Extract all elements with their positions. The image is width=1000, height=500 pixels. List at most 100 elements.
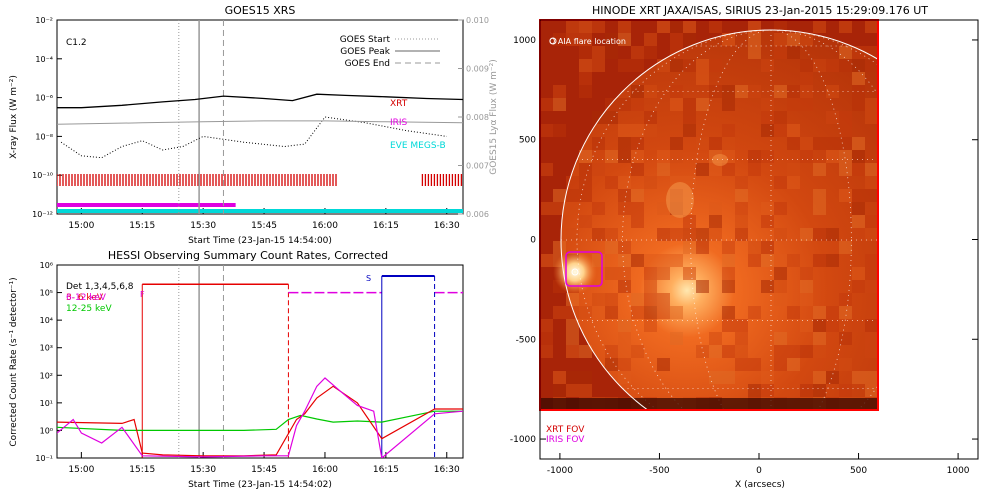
xrt-pixel-block [553, 124, 566, 137]
xrt-pixel-block [683, 98, 696, 111]
xrt-pixel-block [774, 111, 787, 124]
xrt-pixel-block [657, 267, 670, 280]
iris-fov-box [565, 251, 603, 287]
hessi-plot-frame [56, 264, 464, 459]
xrt-y-tick-label: -1000 [510, 435, 536, 445]
hessi-y-tick-label: 10⁵ [40, 289, 53, 298]
xrt-pixel-block [761, 124, 774, 137]
xrt-pixel-block [839, 306, 852, 319]
xrt-pixel-block [787, 254, 800, 267]
xrt-pixel-block [748, 85, 761, 98]
xrt-pixel-block [631, 254, 644, 267]
xrt-pixel-block [787, 345, 800, 358]
goes-y-tick-label: 10⁻⁶ [35, 94, 53, 103]
xrt-pixel-block [761, 371, 774, 384]
hessi-x-tick-label: 15:15 [129, 465, 155, 475]
xrt-pixel-block [631, 345, 644, 358]
xrt-pixel-block [800, 59, 813, 72]
xrt-pixel-block [618, 124, 631, 137]
goes-plot-frame [56, 19, 464, 215]
xrt-blocks [540, 20, 878, 410]
hessi-6-12kev-line [57, 377, 463, 458]
goes-legend: GOES Start GOES Peak GOES End [340, 35, 440, 69]
xrt-pixel-block [800, 267, 813, 280]
xrt-panel: HINODE XRT JAXA/ISAS, SIRIUS 23-Jan-2015… [510, 4, 979, 490]
xrt-pixel-block [657, 150, 670, 163]
xrt-pixel-block [631, 202, 644, 215]
hessi-panel: HESSI Observing Summary Count Rates, Cor… [9, 249, 464, 490]
xrt-pixel-block [735, 202, 748, 215]
xrt-pixel-block [813, 59, 826, 72]
xrt-pixel-block [839, 111, 852, 124]
xrt-pixel-block [683, 215, 696, 228]
xrt-pixel-block [800, 319, 813, 332]
xrt-pixel-block [735, 332, 748, 345]
active-region [712, 154, 728, 166]
xrt-y-tick-label: 0 [530, 236, 536, 246]
xrt-pixel-block [605, 241, 618, 254]
goes-series [57, 93, 463, 159]
xrt-pixel-block [735, 345, 748, 358]
xrt-pixel-block [748, 33, 761, 46]
xrt-pixel-block [722, 345, 735, 358]
xrt-pixel-block [592, 59, 605, 72]
hessi-y-ticks: 10⁶ 10⁵ 10⁴ 10³ 10² 10¹ 10⁰ 10⁻¹ [35, 261, 62, 463]
xrt-pixel-block [813, 371, 826, 384]
xrt-x-ticks: -1000 -500 0 500 1000 [547, 453, 970, 476]
xrt-pixel-block [839, 384, 852, 397]
hessi-legend-det: Det 1,3,4,5,6,8 [66, 282, 134, 292]
flare-glow [553, 250, 597, 294]
xrt-pixel-block [670, 306, 683, 319]
xrt-pixel-block [800, 280, 813, 293]
xrt-pixel-block [761, 59, 774, 72]
xrt-pixel-block [631, 46, 644, 59]
xrt-pixel-block [696, 59, 709, 72]
xrt-pixel-block [748, 384, 761, 397]
xrt-pixel-block [566, 345, 579, 358]
xrt-pixel-block [566, 228, 579, 241]
xrt-pixel-block [722, 254, 735, 267]
xrt-pixel-block [579, 20, 592, 33]
xrt-pixel-block [813, 189, 826, 202]
xrt-pixel-block [683, 241, 696, 254]
xrt-pixel-block [761, 150, 774, 163]
xrt-pixel-block [813, 202, 826, 215]
xrt-pixel-block [605, 306, 618, 319]
hessi-legend-6-12kev: 6-12 keV [66, 293, 107, 303]
hessi-flags [141, 274, 463, 458]
xrt-pixel-block [852, 72, 865, 85]
xrt-pixel-block [605, 293, 618, 306]
xrt-pixel-block [748, 46, 761, 59]
goes-x-tick-label: 16:15 [373, 221, 399, 231]
xrt-pixel-block [709, 371, 722, 384]
goes-y-tick-label: 10⁻¹⁰ [32, 171, 53, 180]
xrt-pixel-block [722, 306, 735, 319]
hessi-legend-12-25kev: 12-25 keV [66, 304, 112, 314]
eve-coverage-bar [57, 209, 463, 213]
xrt-pixel-block [657, 254, 670, 267]
xrt-pixel-block [839, 189, 852, 202]
xrt-pixel-block [683, 33, 696, 46]
xrt-pixel-block [709, 59, 722, 72]
xrt-pixel-block [566, 202, 579, 215]
xrt-pixel-block [787, 98, 800, 111]
xrt-pixel-block [852, 163, 865, 176]
xrt-pixel-block [813, 345, 826, 358]
xrt-pixel-block [722, 267, 735, 280]
xrt-pixel-block [709, 228, 722, 241]
xrt-pixel-block [670, 332, 683, 345]
xrt-pixel-block [540, 202, 553, 215]
xrt-pixel-block [670, 85, 683, 98]
xrt-pixel-block [709, 137, 722, 150]
xrt-fov-label: XRT FOV [546, 425, 585, 435]
xrt-pixel-block [800, 33, 813, 46]
hessi-series [57, 377, 463, 458]
xrt-pixel-block [553, 189, 566, 202]
xrt-pixel-block [657, 20, 670, 33]
xrt-title: HINODE XRT JAXA/ISAS, SIRIUS 23-Jan-2015… [592, 4, 928, 17]
xrt-x-tick-label: 1000 [947, 466, 970, 476]
xrt-pixel-block [826, 254, 839, 267]
goes-y-tick-label: 10⁻² [35, 16, 53, 25]
xrt-pixel-block [644, 306, 657, 319]
xrt-pixel-block [683, 267, 696, 280]
